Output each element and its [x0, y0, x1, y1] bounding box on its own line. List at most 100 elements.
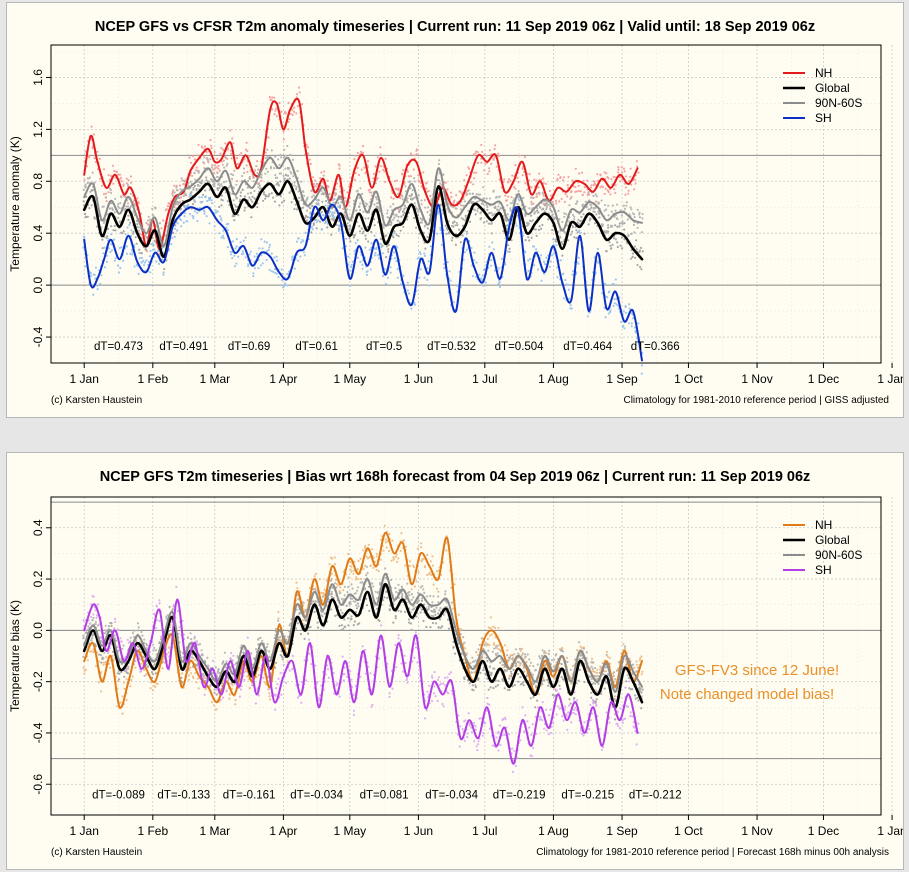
top-dot — [634, 329, 637, 333]
top-dot — [396, 192, 400, 195]
bottom-dot — [547, 684, 550, 687]
bottom-dot — [437, 612, 440, 615]
top-dot — [605, 250, 608, 253]
top-dot — [151, 243, 154, 246]
top-dot — [577, 262, 580, 265]
bottom-dot — [197, 643, 200, 646]
top-dot — [120, 231, 123, 234]
top-dot — [175, 189, 178, 192]
bottom-dot — [514, 662, 517, 665]
bottom-dot — [357, 559, 360, 563]
bottom-dot — [192, 675, 195, 678]
top-dot — [260, 238, 263, 241]
top-dot — [412, 216, 416, 220]
bottom-dot — [358, 622, 361, 625]
top-dot — [464, 214, 467, 217]
top-dot — [358, 230, 362, 233]
top-dot — [229, 253, 233, 256]
top-dot — [500, 257, 503, 260]
top-dot — [125, 177, 128, 180]
top-dot — [545, 256, 548, 259]
bottom-dot — [581, 657, 584, 660]
top-dot — [106, 254, 109, 257]
top-dot — [203, 212, 206, 215]
top-dot — [584, 200, 587, 203]
top-dot — [481, 150, 484, 153]
top-dot — [624, 186, 627, 189]
top-dot — [462, 204, 465, 207]
bottom-dot — [497, 647, 500, 650]
bottom-dot — [510, 675, 513, 678]
bottom-dot — [400, 585, 403, 588]
top-dot — [514, 164, 517, 167]
bottom-dot — [506, 649, 509, 652]
top-dot — [465, 192, 468, 195]
top-dot — [306, 198, 309, 201]
top-dot — [315, 227, 318, 230]
top-dot — [203, 210, 206, 213]
top-dot — [235, 179, 239, 183]
bottom-dot — [496, 684, 499, 687]
top-dot — [498, 279, 501, 282]
top-dot — [547, 203, 550, 206]
top-dot — [465, 248, 468, 251]
top-dot — [402, 213, 405, 216]
top-dot — [497, 205, 500, 208]
top-dot — [130, 248, 134, 251]
top-dot — [455, 207, 458, 210]
top-dot — [203, 156, 206, 159]
top-dot — [127, 179, 130, 182]
bottom-dot — [201, 672, 204, 676]
top-dot — [605, 229, 608, 232]
top-dot — [257, 168, 260, 171]
top-dot — [189, 161, 193, 164]
top-dot — [237, 214, 240, 217]
bottom-dot — [420, 599, 423, 602]
bottom-dot — [223, 651, 226, 654]
top-dot — [543, 204, 546, 207]
bottom-dot — [116, 646, 119, 649]
bottom-dot — [413, 585, 416, 588]
top-dot — [136, 197, 139, 200]
top-dot — [183, 215, 186, 218]
top-dot — [287, 174, 290, 177]
top-xtick-label: 1 Nov — [741, 372, 772, 386]
top-dot — [452, 206, 455, 209]
top-dot — [629, 257, 633, 260]
top-dot — [368, 248, 371, 251]
top-dot — [601, 292, 604, 295]
top-dot — [475, 261, 478, 264]
top-legend-label: NH — [815, 66, 832, 80]
top-dot — [192, 215, 195, 218]
bottom-dot — [486, 659, 489, 663]
top-dot — [370, 191, 373, 194]
top-dot — [361, 151, 364, 155]
top-dot — [415, 149, 418, 152]
top-dot — [295, 112, 298, 115]
top-dot — [398, 210, 401, 214]
bottom-dot — [154, 649, 157, 652]
top-dot — [640, 372, 643, 375]
top-dot — [106, 235, 109, 238]
top-dot — [153, 248, 156, 251]
top-dot — [267, 248, 270, 251]
top-dot — [473, 251, 476, 254]
top-dot — [243, 171, 246, 174]
top-dot — [252, 275, 255, 278]
top-dot — [101, 238, 104, 241]
top-dot — [535, 179, 538, 182]
top-dot — [216, 171, 219, 175]
top-dot — [471, 275, 474, 278]
top-dot — [379, 237, 383, 241]
top-dot — [493, 269, 496, 272]
bottom-dot — [410, 588, 413, 591]
top-dot — [309, 213, 312, 216]
top-dot — [247, 265, 250, 268]
top-dot — [101, 247, 104, 250]
top-dot — [425, 187, 428, 190]
top-dot — [299, 255, 302, 258]
bottom-dot — [384, 538, 387, 541]
bottom-dot — [140, 662, 143, 665]
top-dot — [410, 194, 413, 197]
